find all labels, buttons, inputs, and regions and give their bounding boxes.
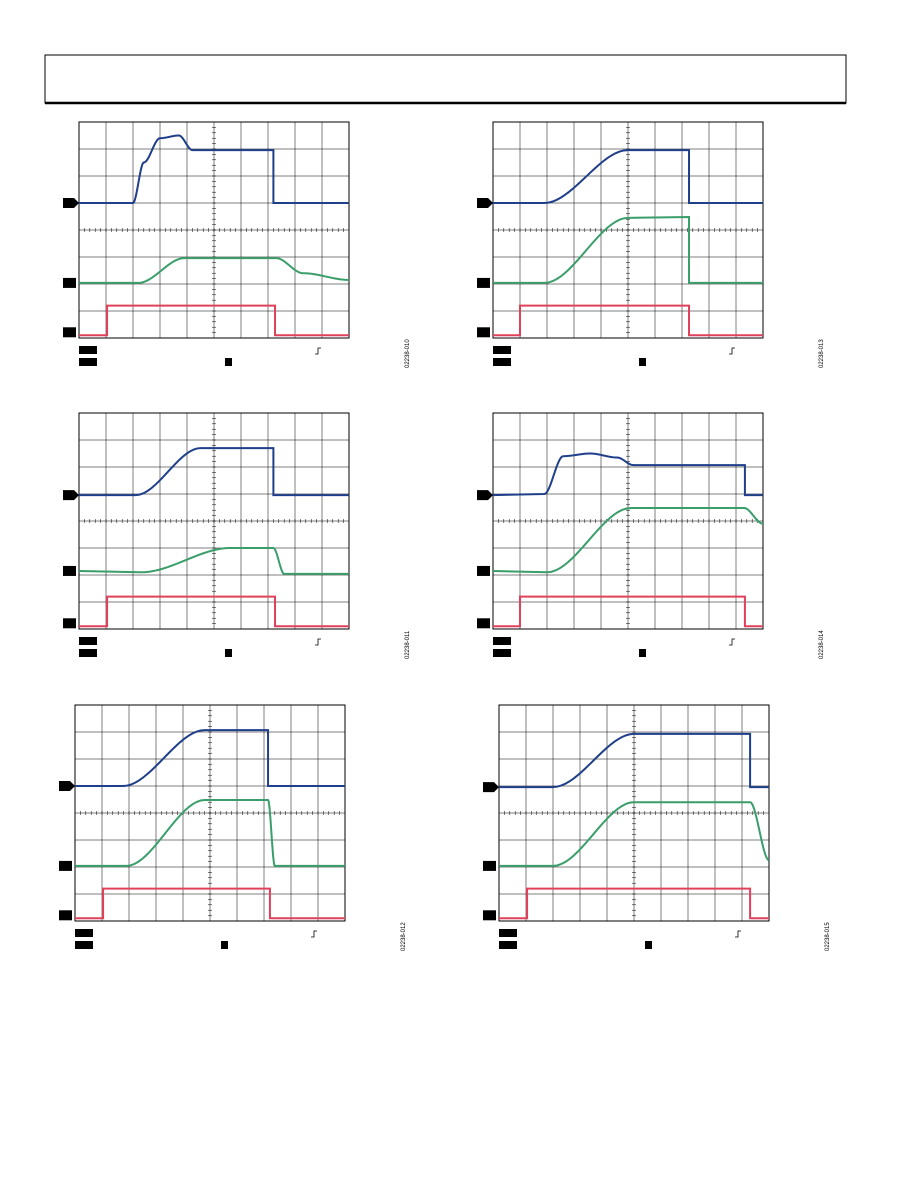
channel-marker	[477, 618, 490, 629]
readout-box	[79, 358, 97, 366]
readout-box	[493, 346, 511, 354]
trace	[492, 452, 763, 497]
figure-id: 02238-012	[401, 922, 407, 951]
trace	[75, 887, 345, 920]
trace	[493, 304, 763, 337]
scope-plot: 02238-011	[63, 412, 411, 659]
trace	[75, 799, 345, 867]
trigger-symbol	[315, 638, 321, 646]
readout-box	[75, 929, 93, 937]
trace	[493, 216, 763, 284]
readout-box	[79, 346, 97, 354]
channel-marker	[63, 618, 76, 629]
figure-id: 02238-010	[405, 339, 411, 368]
trace	[499, 887, 769, 920]
readout-box	[225, 649, 232, 657]
channel-marker	[63, 277, 76, 288]
trigger-symbol	[729, 347, 735, 355]
trace	[79, 257, 350, 284]
trace	[79, 134, 349, 204]
screen-border	[78, 121, 350, 339]
channel-marker	[477, 565, 490, 576]
trace	[492, 507, 764, 574]
scope-plot: 02238-012	[59, 704, 407, 951]
figure-id: 02238-013	[819, 339, 825, 368]
screen-border	[78, 412, 350, 630]
readout-box	[639, 649, 646, 657]
channel-marker	[477, 327, 490, 338]
trigger-symbol	[311, 930, 317, 938]
readout-box	[79, 637, 97, 645]
readout-box	[493, 358, 511, 366]
channel-marker	[483, 782, 499, 793]
scope-plot: 02238-014	[477, 412, 825, 659]
trace	[79, 595, 349, 628]
readout-box	[499, 929, 517, 937]
channel-marker	[477, 198, 493, 208]
trace	[493, 149, 763, 204]
figure-id: 02238-011	[405, 630, 411, 659]
readout-box	[493, 637, 511, 645]
trace	[493, 595, 763, 628]
readout-box	[493, 649, 511, 657]
readout-box	[645, 941, 652, 949]
screen-border	[498, 704, 770, 922]
readout-box	[79, 649, 97, 657]
readout-box	[75, 941, 93, 949]
readout-box	[221, 941, 228, 949]
header-box	[44, 54, 847, 104]
trace	[79, 304, 349, 337]
trigger-symbol	[729, 638, 735, 646]
channel-marker	[477, 490, 493, 501]
channel-marker	[59, 860, 72, 871]
screen-border	[492, 412, 764, 630]
scope-plot: 02238-015	[483, 704, 831, 951]
trace	[499, 801, 770, 867]
scope-plot: 02238-013	[477, 121, 825, 368]
figure-id: 02238-015	[825, 922, 831, 951]
trigger-symbol	[315, 347, 321, 355]
channel-marker	[63, 327, 76, 338]
channel-marker	[63, 198, 79, 208]
readout-box	[499, 941, 517, 949]
trace	[75, 729, 345, 787]
readout-box	[225, 358, 232, 366]
channel-marker	[59, 781, 75, 791]
scope-plot: 02238-010	[63, 121, 411, 368]
trace	[78, 547, 349, 575]
channel-marker	[477, 277, 490, 288]
channel-marker	[483, 860, 496, 871]
channel-marker	[63, 565, 76, 576]
channel-marker	[63, 490, 79, 501]
readout-box	[639, 358, 646, 366]
channel-marker	[483, 910, 496, 921]
trigger-symbol	[735, 930, 741, 938]
trace	[79, 447, 349, 497]
channel-marker	[59, 910, 72, 921]
screen-border	[74, 704, 346, 922]
screen-border	[492, 121, 764, 339]
figure-id: 02238-014	[819, 630, 825, 659]
trace	[499, 732, 769, 789]
